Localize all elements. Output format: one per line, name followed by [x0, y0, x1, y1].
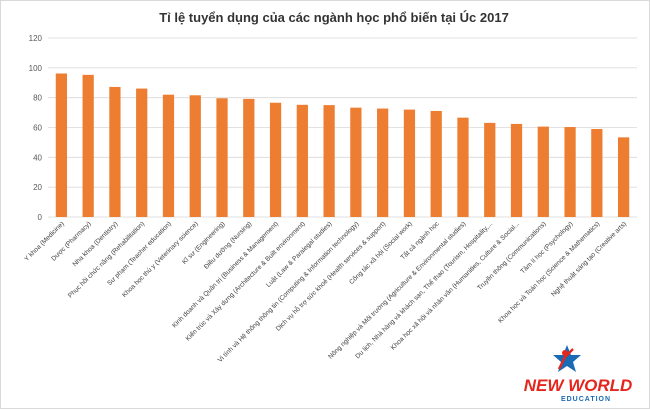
bar — [136, 88, 148, 217]
y-tick-label: 60 — [33, 124, 42, 133]
bar — [269, 102, 282, 217]
bar — [109, 86, 121, 217]
bar — [510, 123, 523, 217]
bar — [591, 128, 603, 217]
y-tick-label: 0 — [38, 213, 43, 222]
x-tick-label: Nha khoa (Dentistry) — [72, 220, 120, 268]
bar — [350, 107, 362, 217]
y-axis: 0 20 40 60 80 100 120 — [29, 34, 43, 222]
bar — [189, 95, 201, 217]
chart-title: Tỉ lệ tuyển dụng của các ngành học phổ b… — [159, 10, 509, 25]
bar — [430, 110, 442, 217]
star-icon — [553, 345, 581, 372]
y-tick-label: 40 — [33, 153, 42, 162]
x-axis: Y khoa (Medicine)Dược (Pharmacy)Nha khoa… — [23, 219, 628, 364]
bar — [457, 117, 469, 217]
bar — [617, 137, 630, 217]
x-tick-label: Khoa học xã hội và nhân văn (Humanities,… — [390, 220, 521, 351]
bar — [82, 74, 94, 217]
bar — [537, 126, 549, 217]
x-tick-label: Tâm lí học (Psychology) — [520, 220, 575, 275]
bar — [296, 104, 308, 217]
y-tick-label: 120 — [29, 34, 43, 43]
bar — [216, 98, 228, 217]
logo-name: NEW WORLD — [524, 376, 633, 395]
logo-subtitle: EDUCATION — [561, 396, 611, 403]
y-tick-label: 80 — [33, 94, 42, 103]
bar — [243, 98, 255, 217]
bars — [55, 73, 630, 217]
y-tick-label: 20 — [33, 183, 42, 192]
bar — [564, 127, 576, 217]
x-tick-label: Điều dưỡng (Nursing) — [202, 219, 254, 271]
bar — [323, 105, 335, 217]
bar — [377, 108, 389, 217]
y-tick-label: 100 — [29, 64, 43, 73]
bar — [55, 73, 68, 217]
bar — [484, 122, 496, 217]
new-world-education-logo: NEW WORLD EDUCATION — [524, 345, 633, 403]
bar — [403, 109, 416, 217]
x-tick-label: Khoa học và Toán học (Science & Mathemat… — [497, 220, 601, 324]
bar — [162, 94, 175, 217]
